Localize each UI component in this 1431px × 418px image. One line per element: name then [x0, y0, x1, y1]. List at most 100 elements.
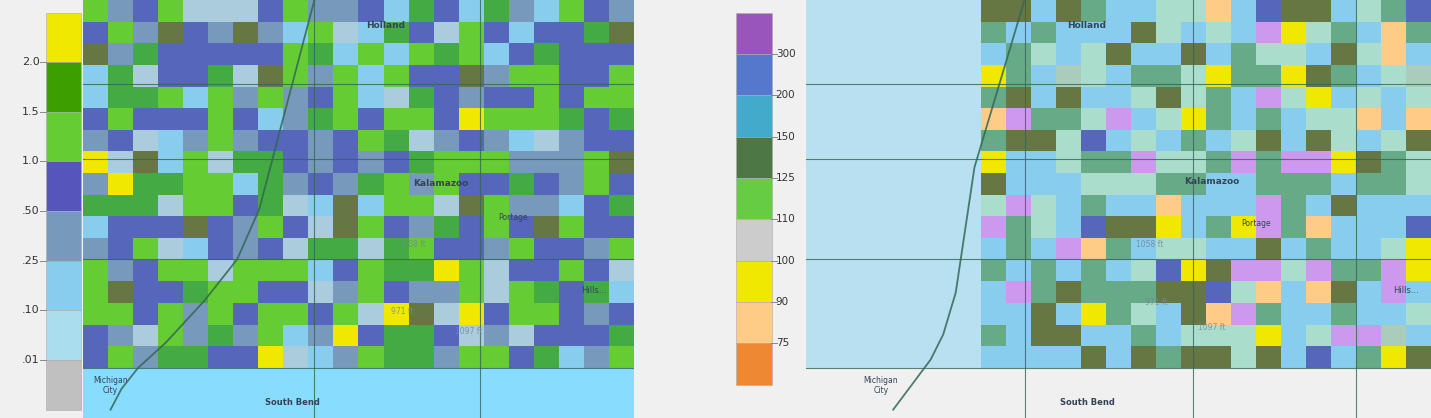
- Bar: [1231, 195, 1256, 217]
- Text: .50: .50: [23, 206, 40, 216]
- Bar: [409, 87, 434, 108]
- Bar: [458, 43, 484, 65]
- Bar: [1206, 43, 1231, 65]
- Bar: [558, 130, 584, 151]
- Bar: [1407, 130, 1431, 151]
- Bar: [737, 302, 771, 343]
- Bar: [930, 260, 956, 281]
- Bar: [1281, 43, 1307, 65]
- Bar: [258, 324, 283, 346]
- Bar: [209, 151, 233, 173]
- Bar: [1357, 87, 1381, 108]
- Bar: [956, 65, 980, 87]
- Bar: [608, 195, 634, 217]
- Bar: [109, 87, 133, 108]
- Bar: [906, 130, 930, 151]
- Bar: [956, 22, 980, 43]
- Bar: [737, 137, 771, 178]
- Bar: [233, 281, 258, 303]
- Bar: [534, 238, 558, 260]
- Bar: [109, 173, 133, 195]
- Bar: [458, 195, 484, 217]
- Bar: [83, 303, 109, 324]
- Bar: [409, 43, 434, 65]
- Bar: [258, 0, 283, 22]
- Bar: [1206, 130, 1231, 151]
- Bar: [1331, 65, 1357, 87]
- Bar: [183, 130, 209, 151]
- Bar: [1130, 43, 1156, 65]
- Bar: [1357, 346, 1381, 368]
- Bar: [584, 151, 610, 173]
- Bar: [209, 238, 233, 260]
- Bar: [806, 260, 830, 281]
- Bar: [209, 43, 233, 65]
- Bar: [1181, 195, 1206, 217]
- Bar: [1030, 151, 1056, 173]
- Bar: [1281, 22, 1307, 43]
- Bar: [1331, 281, 1357, 303]
- Bar: [1281, 238, 1307, 260]
- Bar: [584, 217, 610, 238]
- Bar: [283, 238, 308, 260]
- Bar: [508, 303, 534, 324]
- Bar: [1206, 260, 1231, 281]
- Bar: [856, 238, 880, 260]
- Bar: [558, 195, 584, 217]
- Bar: [1156, 303, 1181, 324]
- Bar: [1156, 43, 1181, 65]
- Text: 971 ft: 971 ft: [391, 306, 414, 316]
- Bar: [1056, 130, 1080, 151]
- Bar: [1231, 108, 1256, 130]
- Bar: [233, 43, 258, 65]
- Bar: [1130, 324, 1156, 346]
- Bar: [333, 303, 358, 324]
- Bar: [358, 87, 384, 108]
- Bar: [434, 281, 458, 303]
- Bar: [458, 0, 484, 22]
- Bar: [83, 130, 109, 151]
- Bar: [258, 195, 283, 217]
- Bar: [1307, 173, 1331, 195]
- Bar: [333, 238, 358, 260]
- Bar: [1331, 108, 1357, 130]
- Bar: [434, 22, 458, 43]
- Bar: [308, 217, 333, 238]
- Bar: [183, 173, 209, 195]
- Bar: [133, 43, 157, 65]
- Bar: [109, 65, 133, 87]
- Bar: [534, 87, 558, 108]
- Bar: [1281, 324, 1307, 346]
- Text: Holland: Holland: [1068, 21, 1106, 30]
- Bar: [1106, 346, 1130, 368]
- Bar: [384, 22, 408, 43]
- Bar: [308, 195, 333, 217]
- Bar: [830, 303, 856, 324]
- Bar: [458, 346, 484, 368]
- Bar: [1181, 346, 1206, 368]
- Bar: [258, 22, 283, 43]
- Bar: [109, 238, 133, 260]
- Bar: [906, 151, 930, 173]
- Bar: [183, 65, 209, 87]
- Bar: [906, 346, 930, 368]
- Bar: [283, 108, 308, 130]
- Bar: [409, 173, 434, 195]
- Bar: [358, 108, 384, 130]
- Bar: [1080, 195, 1106, 217]
- Bar: [183, 324, 209, 346]
- Bar: [157, 303, 183, 324]
- Bar: [384, 87, 408, 108]
- Bar: [1006, 22, 1030, 43]
- Bar: [1256, 238, 1281, 260]
- Bar: [484, 108, 508, 130]
- Bar: [906, 65, 930, 87]
- Bar: [1331, 0, 1357, 22]
- Bar: [484, 0, 508, 22]
- Bar: [384, 281, 408, 303]
- Bar: [1231, 238, 1256, 260]
- Bar: [1231, 346, 1256, 368]
- Bar: [157, 130, 183, 151]
- Bar: [1256, 87, 1281, 108]
- Bar: [558, 260, 584, 281]
